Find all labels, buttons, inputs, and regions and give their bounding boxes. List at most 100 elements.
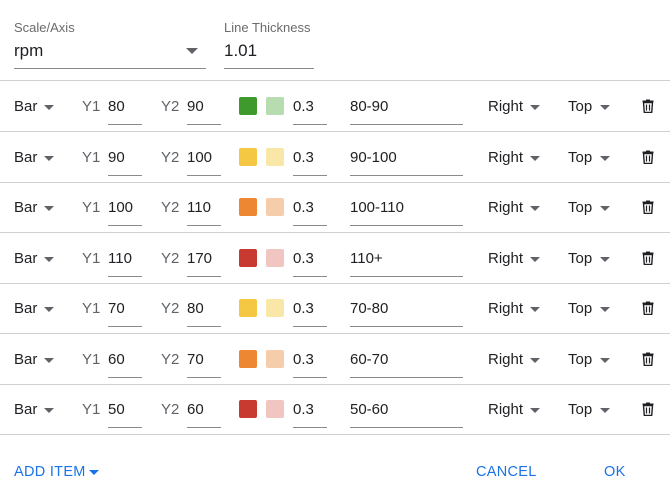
- trash-icon[interactable]: [642, 251, 654, 270]
- opacity-value: 0.3: [293, 300, 314, 317]
- list-item: Bar Y1 90 Y2 100 0.3 90-100: [0, 132, 670, 182]
- line-color-swatch[interactable]: [239, 299, 257, 317]
- horizontal-align-value: Right: [488, 401, 524, 418]
- vertical-align-value: Top: [568, 199, 593, 216]
- line-color-swatch[interactable]: [239, 249, 257, 267]
- y1-label: Y1: [82, 351, 101, 368]
- y2-label: Y2: [161, 149, 180, 166]
- list-item: Bar Y1 110 Y2 170 0.3 110+: [0, 233, 670, 283]
- y1-value: 50: [108, 401, 125, 418]
- caret-down-icon: [530, 307, 540, 312]
- y2-value: 100: [187, 149, 213, 166]
- y2-value: 90: [187, 98, 204, 115]
- vertical-align-value: Top: [568, 300, 593, 317]
- fill-color-swatch[interactable]: [266, 249, 284, 267]
- caret-down-icon: [530, 257, 540, 262]
- y1-label: Y1: [82, 149, 101, 166]
- type-select-value: Bar: [14, 98, 38, 115]
- cancel-button[interactable]: CANCEL: [476, 464, 537, 480]
- caret-down-icon: [44, 206, 54, 211]
- trash-icon[interactable]: [642, 402, 654, 421]
- horizontal-align-value: Right: [488, 250, 524, 267]
- horizontal-align-value: Right: [488, 300, 524, 317]
- line-color-swatch[interactable]: [239, 198, 257, 216]
- caret-down-icon: [44, 408, 54, 413]
- horizontal-align-value: Right: [488, 149, 524, 166]
- caret-down-icon: [44, 358, 54, 363]
- label-value: 100-110: [350, 199, 404, 216]
- label-underline: [350, 225, 463, 226]
- y2-underline: [187, 276, 221, 277]
- y1-value: 80: [108, 98, 125, 115]
- y1-underline: [108, 276, 142, 277]
- caret-down-icon: [600, 206, 610, 211]
- fill-color-swatch[interactable]: [266, 299, 284, 317]
- caret-down-icon: [530, 408, 540, 413]
- y1-value: 70: [108, 300, 125, 317]
- y2-underline: [187, 326, 221, 327]
- opacity-underline: [293, 124, 327, 125]
- label-underline: [350, 124, 463, 125]
- opacity-value: 0.3: [293, 351, 314, 368]
- y1-underline: [108, 326, 142, 327]
- line-color-swatch[interactable]: [239, 400, 257, 418]
- y2-value: 80: [187, 300, 204, 317]
- caret-down-icon: [600, 358, 610, 363]
- vertical-align-value: Top: [568, 351, 593, 368]
- y2-underline: [187, 124, 221, 125]
- trash-icon[interactable]: [642, 352, 654, 371]
- caret-down-icon: [600, 257, 610, 262]
- horizontal-align-value: Right: [488, 351, 524, 368]
- trash-icon[interactable]: [642, 150, 654, 169]
- type-select-value: Bar: [14, 149, 38, 166]
- y2-label: Y2: [161, 351, 180, 368]
- line-color-swatch[interactable]: [239, 350, 257, 368]
- y1-value: 100: [108, 199, 134, 216]
- row-divider: [0, 131, 670, 132]
- opacity-underline: [293, 276, 327, 277]
- label-underline: [350, 427, 463, 428]
- fill-color-swatch[interactable]: [266, 97, 284, 115]
- opacity-value: 0.3: [293, 401, 314, 418]
- caret-down-icon: [530, 358, 540, 363]
- label-value: 80-90: [350, 98, 389, 115]
- trash-icon[interactable]: [642, 99, 654, 118]
- ok-button[interactable]: OK: [604, 464, 626, 480]
- header-divider: [0, 80, 670, 81]
- line-thickness-underline: [224, 68, 314, 69]
- trash-icon[interactable]: [642, 301, 654, 320]
- list-item: Bar Y1 100 Y2 110 0.3 100-110: [0, 182, 670, 232]
- add-item-button[interactable]: ADD ITEM: [14, 464, 86, 480]
- caret-down-icon: [600, 307, 610, 312]
- fill-color-swatch[interactable]: [266, 350, 284, 368]
- y2-underline: [187, 175, 221, 176]
- y1-underline: [108, 124, 142, 125]
- trash-icon[interactable]: [642, 200, 654, 219]
- label-value: 90-100: [350, 149, 397, 166]
- y2-underline: [187, 225, 221, 226]
- type-select-value: Bar: [14, 351, 38, 368]
- fill-color-swatch[interactable]: [266, 198, 284, 216]
- list-item: Bar Y1 80 Y2 90 0.3 80-90: [0, 81, 670, 131]
- caret-down-icon: [89, 470, 99, 475]
- line-color-swatch[interactable]: [239, 97, 257, 115]
- opacity-underline: [293, 326, 327, 327]
- label-value: 50-60: [350, 401, 389, 418]
- list-item: Bar Y1 70 Y2 80 0.3 70-80: [0, 283, 670, 333]
- type-select-value: Bar: [14, 300, 38, 317]
- y2-underline: [187, 427, 221, 428]
- y1-value: 90: [108, 149, 125, 166]
- opacity-underline: [293, 225, 327, 226]
- caret-down-icon: [44, 105, 54, 110]
- caret-down-icon: [600, 105, 610, 110]
- y1-label: Y1: [82, 98, 101, 115]
- fill-color-swatch[interactable]: [266, 148, 284, 166]
- line-color-swatch[interactable]: [239, 148, 257, 166]
- y1-label: Y1: [82, 250, 101, 267]
- fill-color-swatch[interactable]: [266, 400, 284, 418]
- horizontal-align-value: Right: [488, 199, 524, 216]
- opacity-underline: [293, 427, 327, 428]
- y2-value: 110: [187, 199, 211, 216]
- caret-down-icon: [600, 408, 610, 413]
- y1-label: Y1: [82, 300, 101, 317]
